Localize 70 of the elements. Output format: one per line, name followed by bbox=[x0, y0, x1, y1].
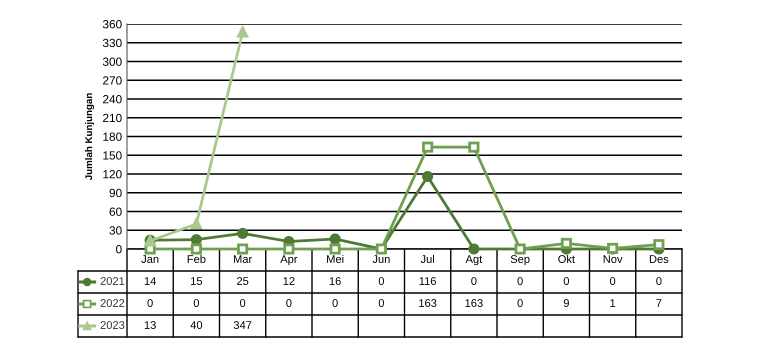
y-tick-label: 360 bbox=[102, 20, 122, 28]
y-tick-label: 90 bbox=[110, 188, 122, 198]
data-label: 116 bbox=[420, 277, 436, 285]
data-label: 0 bbox=[378, 277, 384, 285]
point bbox=[283, 243, 294, 255]
x-tick-label: Apr bbox=[280, 255, 298, 266]
data-label: 40 bbox=[190, 321, 202, 329]
data-label: 16 bbox=[330, 277, 341, 285]
point bbox=[468, 243, 480, 255]
y-tick-label: 120 bbox=[103, 170, 122, 178]
point bbox=[330, 233, 341, 245]
data-label: 347 bbox=[234, 321, 252, 329]
x-tick-label: Feb bbox=[188, 254, 206, 263]
data-label: 0 bbox=[517, 299, 523, 307]
data-label: 0 bbox=[378, 299, 384, 307]
data-label: 0 bbox=[240, 299, 246, 307]
legend-label: 2023 bbox=[100, 321, 124, 329]
x-tick-label: Agt bbox=[466, 255, 482, 266]
data-label: 0 bbox=[332, 299, 338, 307]
x-tick-label: Okt bbox=[558, 254, 575, 263]
data-label: 0 bbox=[610, 277, 616, 285]
data-label: 14 bbox=[144, 277, 156, 285]
legend-label: 2022 bbox=[100, 299, 124, 307]
data-label: 163 bbox=[465, 299, 483, 307]
legend-label: 2021 bbox=[100, 277, 124, 285]
y-tick-label: 240 bbox=[103, 95, 122, 104]
point bbox=[653, 239, 664, 250]
y-tick-label: 270 bbox=[103, 76, 122, 85]
y-tick-label: 150 bbox=[103, 151, 122, 160]
x-tick-label: Jun bbox=[372, 255, 390, 263]
data-label: 12 bbox=[284, 277, 294, 285]
data-label: 0 bbox=[471, 277, 477, 285]
data-label: 0 bbox=[517, 277, 523, 285]
data-label: 0 bbox=[564, 277, 570, 285]
point bbox=[237, 228, 248, 239]
data-label: 1 bbox=[610, 299, 616, 307]
y-tick-label: 0 bbox=[116, 245, 122, 254]
data-label: 0 bbox=[194, 299, 200, 307]
x-tick-label: Jul bbox=[420, 254, 434, 263]
data-label: 0 bbox=[147, 299, 153, 307]
point bbox=[190, 243, 202, 255]
point bbox=[190, 218, 202, 230]
x-tick-label: Mei bbox=[327, 254, 344, 263]
data-label: 163 bbox=[419, 299, 436, 307]
data-label: 15 bbox=[191, 277, 202, 285]
y-axis-title: Jumlah Kunjungan bbox=[85, 93, 94, 180]
x-tick-label: Sep bbox=[510, 255, 530, 266]
x-tick-label: Nov bbox=[604, 255, 622, 263]
data-label: 0 bbox=[286, 299, 292, 307]
x-tick-label: Jan bbox=[141, 255, 158, 263]
x-tick-label: Mar bbox=[234, 255, 252, 263]
point bbox=[237, 26, 248, 38]
y-tick-label: 180 bbox=[103, 132, 122, 141]
x-tick-label: Des bbox=[650, 255, 668, 263]
data-label: 7 bbox=[656, 299, 662, 307]
data-label: 0 bbox=[656, 277, 662, 285]
y-tick-label: 60 bbox=[110, 208, 122, 216]
y-tick-label: 330 bbox=[102, 38, 122, 48]
point bbox=[422, 170, 434, 182]
y-tick-label: 300 bbox=[102, 58, 122, 66]
y-tick-label: 30 bbox=[109, 226, 122, 235]
data-label: 25 bbox=[237, 277, 248, 285]
data-label: 9 bbox=[564, 299, 569, 307]
point bbox=[468, 142, 480, 153]
point bbox=[330, 243, 341, 255]
point bbox=[422, 142, 434, 153]
y-tick-label: 210 bbox=[103, 114, 122, 122]
data-label: 13 bbox=[144, 321, 156, 329]
point bbox=[560, 238, 572, 249]
point bbox=[237, 243, 248, 255]
